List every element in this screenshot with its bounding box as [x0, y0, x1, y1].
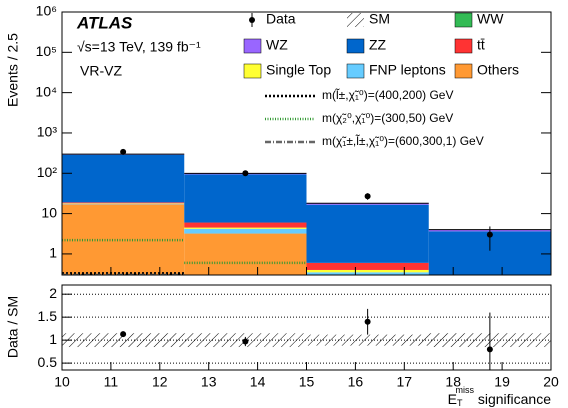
legend-marker — [454, 63, 473, 79]
x-axis-label: ETmiss significance — [448, 385, 552, 408]
legend-label: ZZ — [369, 37, 387, 53]
y-tick-label: 10³ — [37, 124, 58, 140]
legend-marker — [346, 63, 365, 79]
legend-marker — [347, 13, 364, 27]
legend-label: WZ — [266, 37, 288, 53]
stack-segment — [306, 203, 429, 205]
legend-label: m(χ̃₂⁰,χ̃₁⁰)=(300,50) GeV — [322, 111, 453, 125]
y-tick-label: 2 — [49, 285, 57, 301]
x-tick-label: 16 — [348, 374, 364, 390]
legend-marker — [243, 63, 262, 79]
data-point — [120, 148, 127, 155]
stack-segment — [429, 288, 551, 296]
stack-segment — [62, 204, 185, 275]
stack-segment — [429, 296, 551, 300]
legend-label: WW — [477, 11, 504, 27]
x-tick-label: 17 — [397, 374, 413, 390]
x-label-sup: miss — [455, 385, 474, 395]
legend-label: m(l̃±,χ̃₁⁰)=(400,200) GeV — [322, 87, 453, 102]
data-point — [364, 193, 371, 200]
stack-segment — [184, 222, 307, 228]
x-tick-label: 13 — [201, 374, 217, 390]
stack-segment — [184, 233, 307, 275]
ratio-plot — [62, 293, 551, 370]
y-tick-label: 1 — [49, 331, 57, 347]
legend-label: m(χ̃₁±,l̃±,χ̃₁⁰)=(600,300,1) GeV — [322, 133, 484, 148]
stack-segment — [184, 228, 307, 234]
y-tick-label: 10⁴ — [35, 83, 57, 99]
region-label: VR-VZ — [80, 63, 122, 79]
y-tick-label: 10⁵ — [36, 43, 57, 59]
x-tick-label: 11 — [104, 374, 119, 390]
stack-segment — [184, 227, 307, 229]
overlay: 1 10 10² 10³ 10⁴ 10⁵ 10⁶ Data SM WW WZ ZZ tt̄ Single … — [35, 3, 559, 390]
legend-marker — [454, 38, 473, 54]
x-tick-label: 20 — [543, 374, 559, 390]
y-axis-label: Events / 2.5 — [5, 33, 21, 107]
y-tick-label: 1.5 — [38, 308, 58, 324]
sm-band — [62, 333, 185, 348]
ratio-point — [364, 318, 371, 325]
x-tick-label: 14 — [250, 374, 266, 390]
x-tick-label: 18 — [445, 374, 461, 390]
ratio-frame — [61, 284, 552, 371]
ratio-point — [242, 338, 249, 345]
sm-band — [306, 334, 429, 346]
legend-label: SM — [369, 11, 390, 27]
data-point — [486, 231, 493, 238]
ratio-point — [486, 346, 493, 353]
stack-segment — [306, 204, 429, 263]
x-tick-label: 10 — [54, 374, 70, 390]
stack-segment — [306, 269, 429, 273]
x-tick-label: 12 — [152, 374, 168, 390]
legend-marker — [243, 38, 262, 54]
stack-segment — [429, 300, 551, 306]
stack-segment — [306, 262, 429, 270]
stack-segment — [62, 154, 185, 203]
legend-marker — [346, 38, 365, 54]
legend-label: FNP leptons — [369, 62, 446, 78]
legend-label: tt̄ — [477, 37, 485, 53]
stack-segment — [306, 272, 429, 275]
stack-segment — [307, 275, 429, 280]
legend-marker — [249, 17, 255, 23]
legend-label: Others — [477, 62, 519, 78]
y-tick-label: 0.5 — [38, 354, 58, 370]
legend-marker — [454, 12, 473, 28]
stack-segment — [62, 203, 185, 205]
energy-label: √s=13 TeV, 139 fb⁻¹ — [77, 39, 201, 55]
legend-label: Single Top — [266, 62, 331, 78]
data-point — [242, 170, 249, 177]
x-tick-label: 19 — [494, 374, 510, 390]
x-label-sub: T — [457, 398, 463, 408]
legend-label: Data — [266, 11, 296, 27]
x-tick-label: 15 — [299, 374, 315, 390]
y-tick-label: 1 — [49, 245, 57, 261]
y-tick-label: 10⁶ — [36, 3, 57, 19]
ratio-point — [120, 331, 127, 338]
x-label-part: E — [448, 391, 457, 407]
main-plot — [62, 148, 551, 306]
x-label-part: significance — [474, 391, 551, 407]
atlas-label: ATLAS — [76, 13, 133, 32]
y-tick-label: 10² — [37, 164, 58, 180]
ratio-y-label: Data / SM — [5, 296, 21, 358]
y-tick-label: 10 — [41, 204, 57, 220]
stack-segment — [62, 202, 185, 204]
stack-segment — [184, 174, 307, 223]
